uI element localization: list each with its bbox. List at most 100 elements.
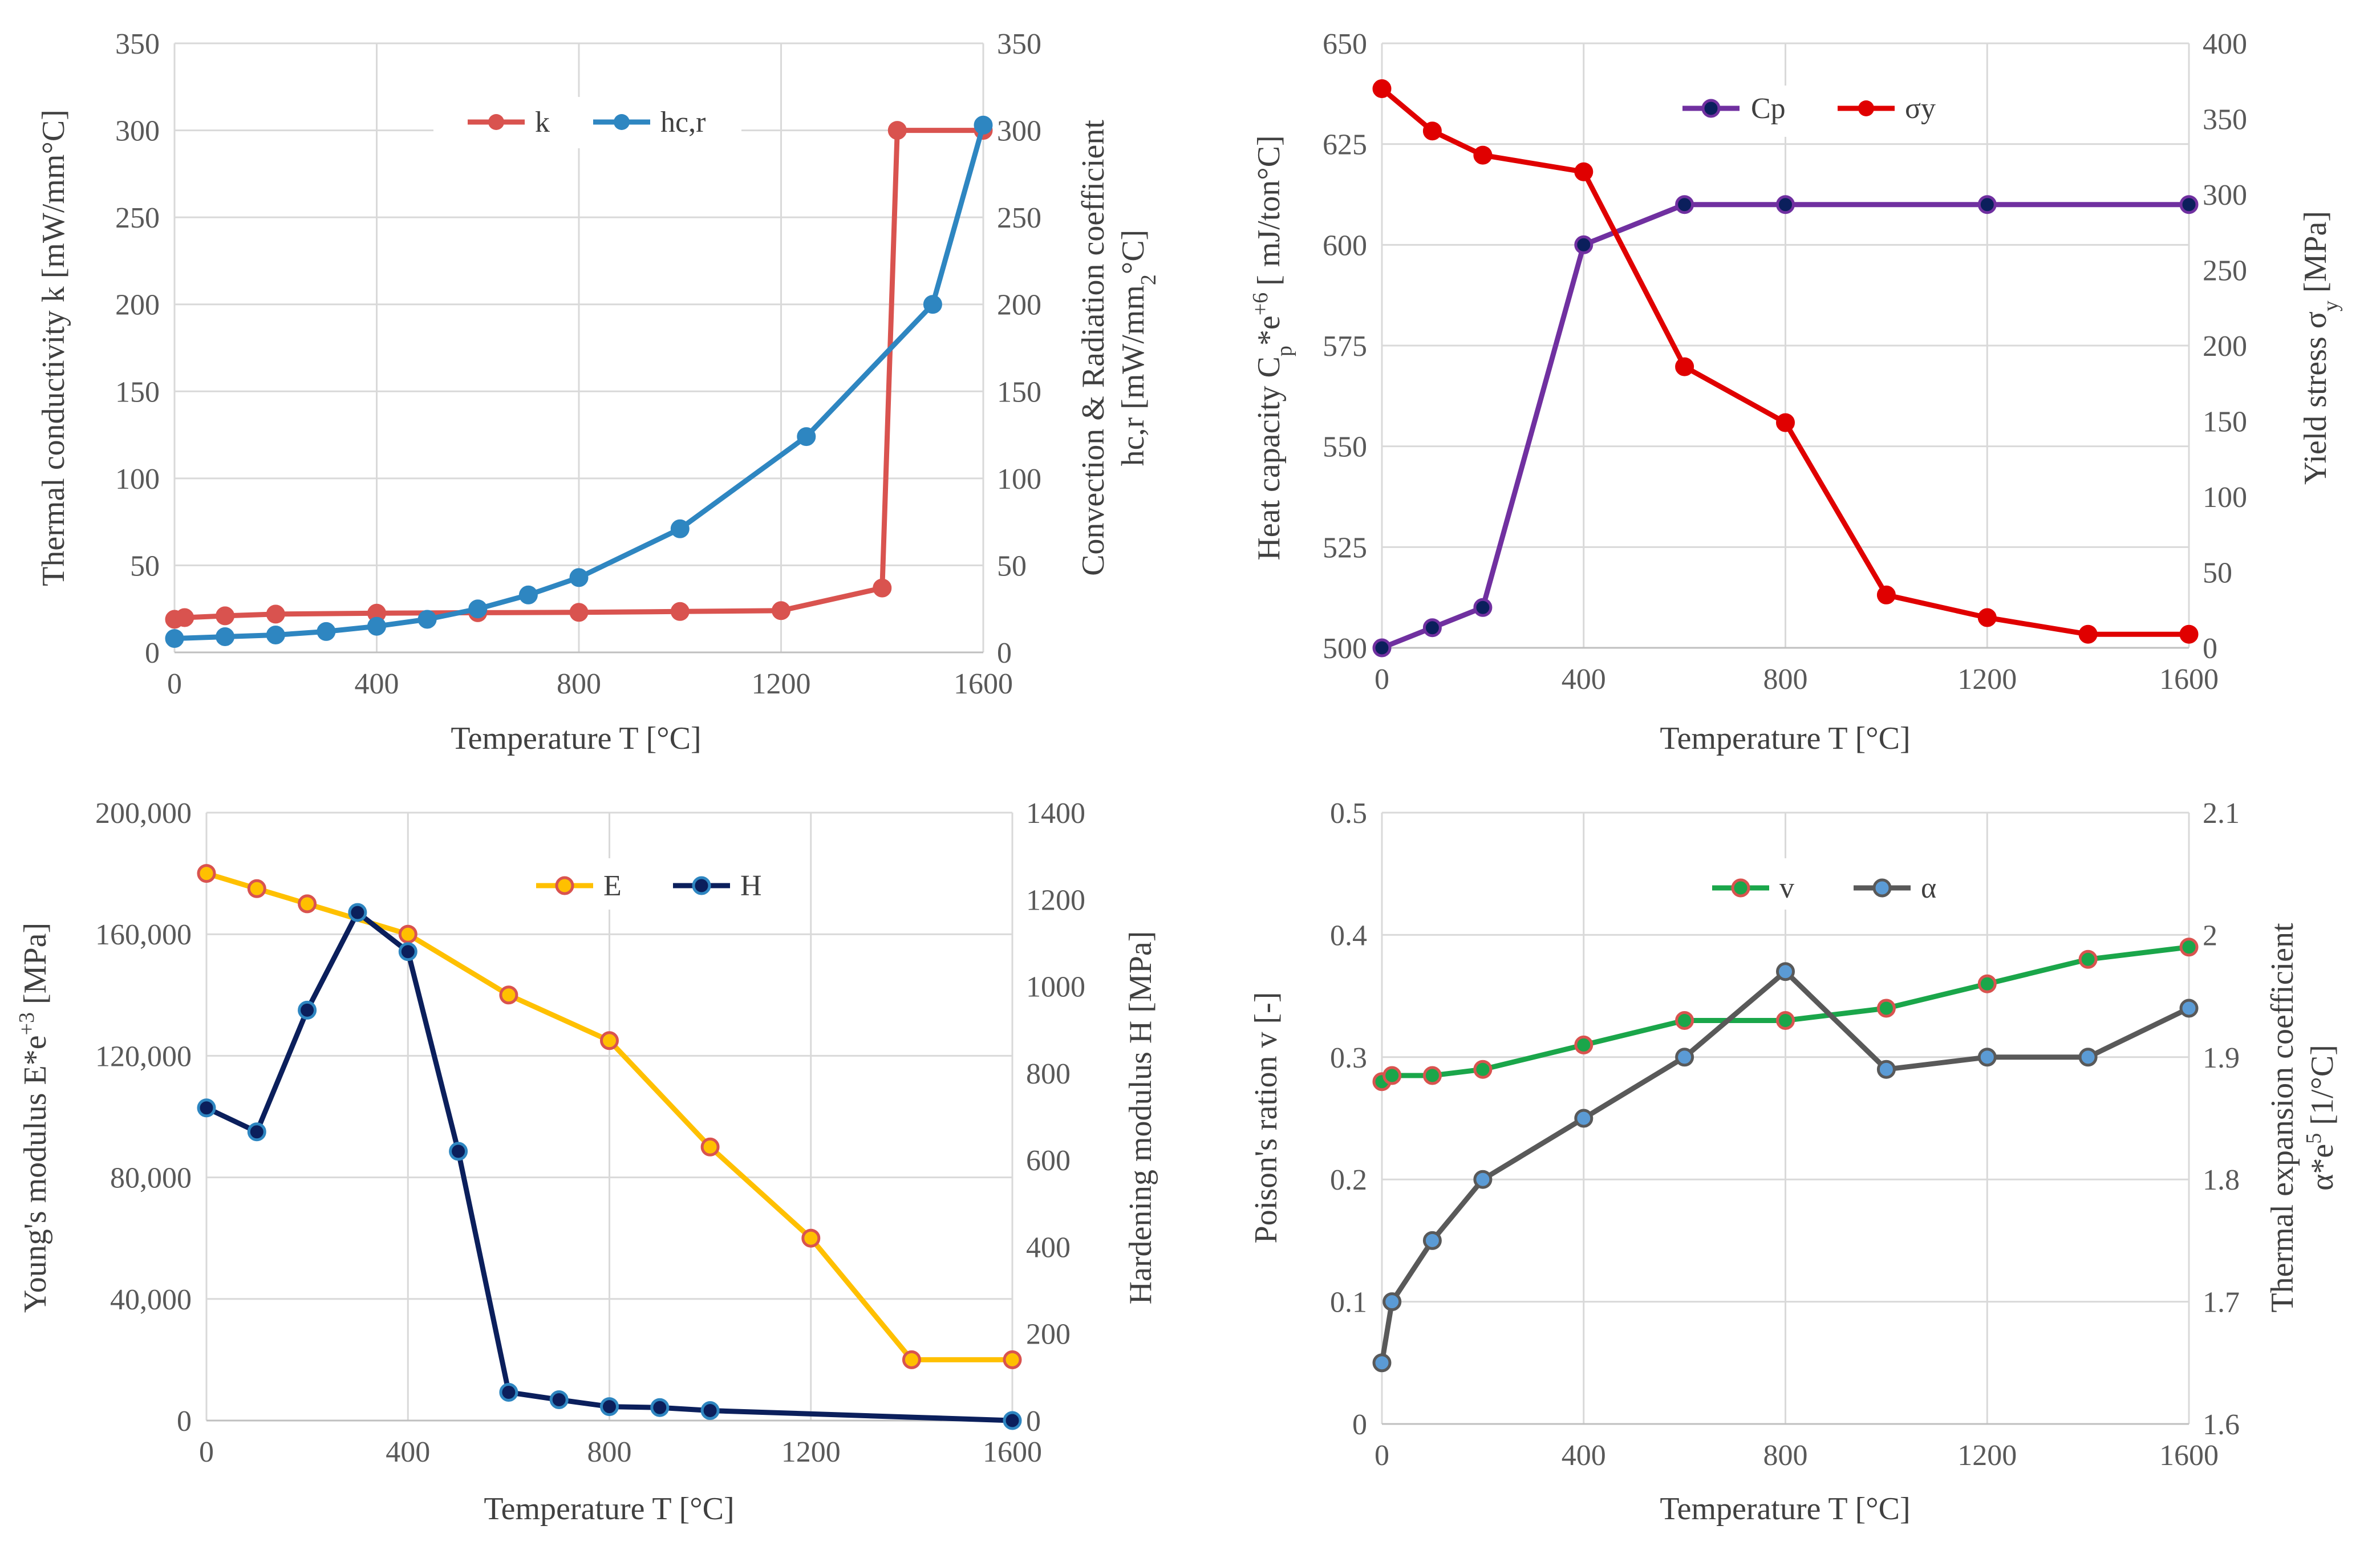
y-right-tick-label: 150 bbox=[2203, 406, 2247, 439]
y-left-tick-label: 40,000 bbox=[110, 1284, 192, 1316]
data-point-H bbox=[700, 1401, 720, 1420]
data-point-E bbox=[1003, 1350, 1022, 1369]
y-right-tick-label: 50 bbox=[2203, 557, 2232, 590]
data-point-α bbox=[1473, 1170, 1493, 1189]
y-left-tick-label: 200 bbox=[115, 289, 160, 322]
y-left-tick-label: 0.5 bbox=[1330, 797, 1367, 830]
data-point-E bbox=[700, 1137, 720, 1157]
data-point-H bbox=[549, 1390, 569, 1409]
y-left-tick-label: 250 bbox=[115, 202, 160, 234]
data-point-H bbox=[499, 1383, 518, 1402]
data-point-v bbox=[1876, 999, 1896, 1018]
x-axis-title: Temperature T [°C] bbox=[1660, 721, 1910, 756]
y-left-tick-label: 120,000 bbox=[95, 1040, 192, 1073]
y-axis-right-title: Hardening modulus H [MPa] bbox=[1123, 931, 1158, 1305]
data-point-k bbox=[873, 578, 892, 598]
data-point-E bbox=[247, 879, 266, 898]
y-left-tick-label: 600 bbox=[1323, 229, 1367, 262]
data-point-Cp bbox=[1977, 195, 1997, 214]
x-tick-label: 400 bbox=[355, 668, 399, 700]
y-axis-left-title: Thermal conductivity k [mW/mm°C] bbox=[36, 109, 71, 586]
data-point-H bbox=[1003, 1411, 1022, 1430]
data-point-Cp bbox=[1473, 598, 1493, 617]
y-right-tick-label: 350 bbox=[997, 28, 1041, 60]
data-point-α bbox=[1876, 1060, 1896, 1079]
y-axis-left-title: Poison's ration v [-] bbox=[1248, 992, 1284, 1244]
y-right-tick-label: 0 bbox=[1026, 1405, 1041, 1438]
data-point-Cp bbox=[1776, 195, 1795, 214]
data-point-k bbox=[175, 608, 194, 627]
data-point-k bbox=[216, 606, 235, 626]
y-left-tick-label: 650 bbox=[1323, 28, 1367, 60]
data-point-hc,r bbox=[974, 115, 993, 135]
y-left-tick-label: 625 bbox=[1323, 129, 1367, 161]
data-point-α bbox=[1574, 1109, 1594, 1128]
y-axis-right-title-line1: Convection & Radiation coefficient bbox=[1076, 120, 1111, 576]
svg-text:H: H bbox=[740, 870, 762, 902]
data-point-σy bbox=[1422, 121, 1442, 141]
x-tick-label: 400 bbox=[1562, 1439, 1606, 1472]
chart-top-left: 0 50 100 150 200 250 300 350 0 50 100 150 200 250 300… bbox=[36, 28, 1161, 756]
data-point-σy bbox=[2179, 624, 2199, 644]
x-tick-label: 800 bbox=[557, 668, 601, 700]
svg-text:σy: σy bbox=[1905, 92, 1936, 125]
y-left-tick-label: 0.2 bbox=[1330, 1164, 1367, 1196]
x-tick-label: 800 bbox=[587, 1436, 632, 1468]
svg-text:α: α bbox=[1921, 872, 1936, 904]
data-point-hc,r bbox=[670, 519, 690, 538]
legend-entry-sy: σy bbox=[1838, 92, 1936, 125]
y-right-tick-label: 150 bbox=[997, 376, 1041, 408]
data-point-hc,r bbox=[797, 427, 816, 447]
data-point-α bbox=[1776, 962, 1795, 981]
y-right-tick-label: 1000 bbox=[1026, 971, 1085, 1004]
y-right-tick-label: 250 bbox=[997, 202, 1041, 234]
svg-text:E: E bbox=[603, 870, 622, 902]
data-point-E bbox=[197, 864, 216, 883]
x-axis-title: Temperature T [°C] bbox=[1660, 1491, 1910, 1527]
x-tick-label: 800 bbox=[1763, 663, 1808, 696]
series-line-σy bbox=[1379, 86, 2192, 637]
y-left-tick-label: 500 bbox=[1323, 632, 1367, 665]
y-right-tick-label: 2 bbox=[2203, 919, 2217, 952]
y-axis-right-title-line1: Thermal expansion coefficient bbox=[2265, 923, 2300, 1313]
data-point-σy bbox=[1574, 162, 1594, 181]
data-point-H bbox=[600, 1397, 619, 1417]
y-left-tick-label: 0.4 bbox=[1330, 919, 1367, 952]
data-point-hc,r bbox=[468, 599, 488, 619]
data-point-σy bbox=[1473, 145, 1493, 165]
data-point-E bbox=[801, 1228, 821, 1248]
x-tick-label: 1200 bbox=[781, 1436, 841, 1468]
svg-text:Cp: Cp bbox=[1751, 92, 1786, 125]
data-point-H bbox=[398, 942, 417, 961]
y-right-tick-label: 200 bbox=[1026, 1318, 1071, 1351]
data-point-k bbox=[266, 604, 285, 624]
y-left-tick-label: 575 bbox=[1323, 330, 1367, 363]
data-point-H bbox=[348, 903, 367, 922]
data-point-hc,r bbox=[417, 610, 437, 629]
data-point-Cp bbox=[1372, 638, 1392, 658]
data-point-hc,r bbox=[266, 626, 285, 644]
chart-top-right: 500 525 550 575 600 625 650 0 50 100 150 200 250 300… bbox=[1248, 28, 2343, 756]
x-tick-label: 1200 bbox=[1957, 1439, 2017, 1472]
data-point-E bbox=[600, 1031, 619, 1050]
data-point-Cp bbox=[2179, 195, 2199, 214]
y-right-tick-label: 600 bbox=[1026, 1145, 1071, 1177]
data-point-σy bbox=[1675, 357, 1694, 376]
legend: Cp σy bbox=[1665, 86, 1985, 137]
y-left-tick-label: 160,000 bbox=[95, 919, 192, 951]
y-right-tick-label: 1.8 bbox=[2203, 1164, 2240, 1196]
legend-entry-hcr: hc,r bbox=[593, 106, 706, 139]
data-point-σy bbox=[1372, 79, 1392, 98]
y-axis-right-title-line2: α*e5 [1/°C] bbox=[2302, 1045, 2340, 1191]
x-tick-label: 800 bbox=[1763, 1439, 1808, 1472]
data-point-hc,r bbox=[216, 627, 235, 646]
data-point-v bbox=[2078, 949, 2098, 969]
legend: v α bbox=[1688, 858, 1962, 910]
y-axis-right-title-line2: hc,r [mW/mm2°C] bbox=[1116, 230, 1161, 466]
y-left-tick-label: 350 bbox=[115, 28, 160, 60]
y-left-tick-label: 80,000 bbox=[110, 1162, 192, 1195]
data-point-α bbox=[2179, 999, 2199, 1018]
series-line-E bbox=[204, 871, 1015, 1362]
x-tick-label: 400 bbox=[1562, 663, 1606, 696]
y-axis-left-title: Young's modulus E*e+3 [MPa] bbox=[15, 923, 53, 1313]
